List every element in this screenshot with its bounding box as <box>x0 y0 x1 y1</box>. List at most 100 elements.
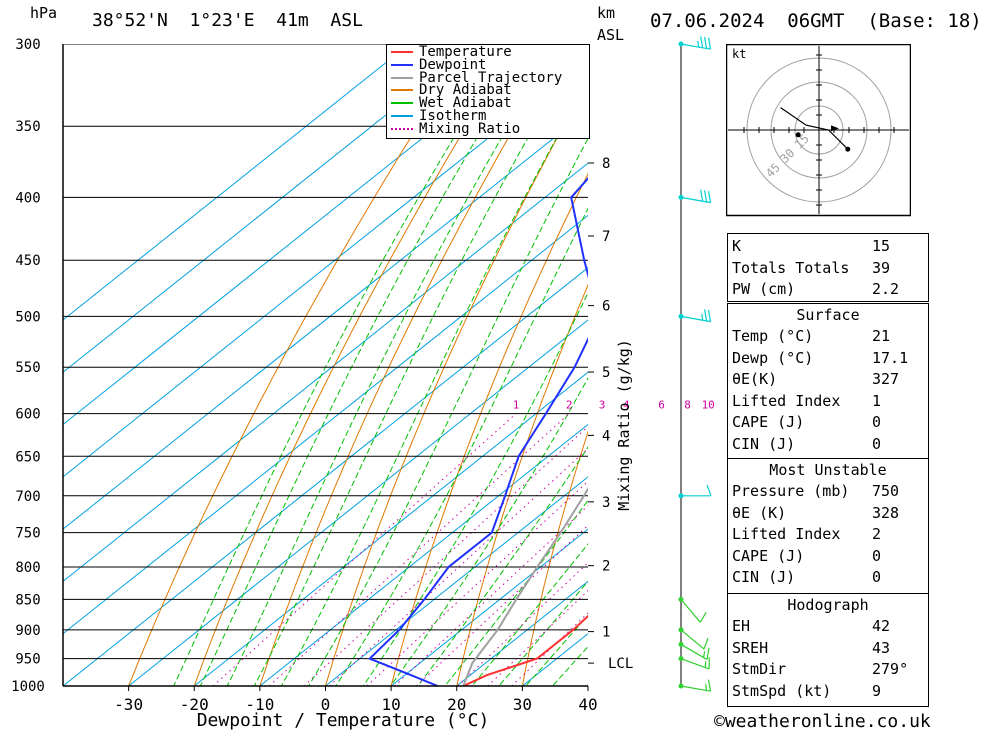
y-tick-label: 450 <box>15 253 40 269</box>
index-value: 2.2 <box>872 280 900 299</box>
isotherm-line <box>63 44 410 321</box>
index-value: 42 <box>872 617 891 635</box>
wet-adiabat-line <box>389 377 588 686</box>
index-row: SREH 43 <box>732 639 924 660</box>
y-tick-label: 850 <box>15 592 40 608</box>
dry-adiabat-line <box>651 26 720 712</box>
hodograph-end-marker <box>845 146 851 152</box>
pressure-unit-label: hPa <box>30 4 58 22</box>
series-parcel-trajectory <box>462 486 588 686</box>
isotherm-line <box>63 110 588 530</box>
mixing-ratio-label: 4 <box>623 399 630 412</box>
wet-adiabat-line <box>199 44 535 686</box>
wind-barb <box>680 679 712 692</box>
legend-label: Wet Adiabat <box>419 95 512 112</box>
index-row: θE(K) 327 <box>732 370 924 391</box>
index-value: 43 <box>872 638 891 657</box>
table-title: Surface <box>796 306 860 324</box>
index-value: 21 <box>872 327 891 345</box>
location-title: 38°52'N 1°23'E 41m ASL <box>92 10 363 31</box>
y-tick-label: 1000 <box>11 679 45 695</box>
x-tick-label: 0 <box>321 695 331 714</box>
km-tick-label: 3 <box>602 495 610 511</box>
wet-adiabat-line <box>253 44 583 686</box>
wind-barb <box>680 189 712 204</box>
dry-adiabat-line <box>128 44 471 686</box>
x-tick-label: 20 <box>447 695 466 714</box>
x-tick-label: -10 <box>245 695 274 714</box>
index-label: CAPE (J) <box>732 546 805 565</box>
mixing-ratio-axis-title: Mixing Ratio (g/kg) <box>615 339 633 511</box>
km-tick-label: LCL <box>608 656 633 672</box>
index-label: K <box>732 237 742 255</box>
wet-adiabat-line <box>173 44 513 686</box>
index-label: Dewp (°C) <box>732 348 814 367</box>
index-value: 0 <box>872 568 882 587</box>
km-tick-label: 8 <box>602 156 610 172</box>
index-label: SREH <box>732 638 769 657</box>
table-title: Most Unstable <box>769 461 887 479</box>
isotherm-line <box>63 162 588 583</box>
legend-swatch <box>391 89 413 92</box>
legend-entry: Dewpoint <box>391 58 486 72</box>
credit-footer: ©weatheronline.co.uk <box>714 711 931 732</box>
index-label: StmDir <box>732 660 787 679</box>
index-row: StmSpd (kt) 9 <box>732 682 924 703</box>
index-row: Lifted Index 2 <box>732 525 924 546</box>
y-tick-label: 350 <box>15 119 40 135</box>
legend: Temperature Dewpoint Parcel Trajectory Dry … <box>386 44 590 139</box>
index-value: 0 <box>872 413 882 432</box>
x-tick-label: 40 <box>578 695 597 714</box>
hodograph-unit-label: kt <box>732 47 746 61</box>
index-value: 0 <box>872 435 882 453</box>
km-tick-label: 1 <box>602 625 610 641</box>
isotherm-line <box>63 44 541 426</box>
index-row: θE (K) 328 <box>732 504 924 525</box>
km-tick-label: 5 <box>602 365 610 381</box>
wind-barb <box>680 598 707 623</box>
isotherm-line <box>128 319 588 686</box>
hodograph-trace <box>780 107 849 150</box>
y-tick-label: 800 <box>15 560 40 576</box>
index-value: 279° <box>872 660 909 679</box>
y-tick-label: 550 <box>15 360 40 376</box>
series-dewpoint <box>367 176 588 686</box>
index-label: EH <box>732 617 751 635</box>
index-row: StmDir 279° <box>732 660 924 681</box>
date-title: 07.06.2024 06GMT (Base: 18) <box>650 10 982 32</box>
hodograph-table: Hodograph EH 42 SREH 43 StmDir 279° StmSpd (kt)… <box>727 593 929 707</box>
index-row: K 15 <box>732 237 924 258</box>
index-label: Lifted Index <box>732 391 841 410</box>
most-unstable-table: Most Unstable Pressure (mb) 750 θE (K) 328 Li… <box>727 458 929 594</box>
y-tick-label: 650 <box>15 449 40 465</box>
table-title: Hodograph <box>787 596 869 614</box>
dry-adiabat-line <box>259 44 564 686</box>
index-value: 17.1 <box>872 348 909 367</box>
index-row: CIN (J) 0 <box>732 568 924 589</box>
isotherm-line <box>63 44 476 373</box>
x-tick-label: -20 <box>180 695 209 714</box>
index-value: 0 <box>872 546 882 565</box>
legend-entry: Isotherm <box>391 109 486 123</box>
index-label: Totals Totals <box>732 258 850 277</box>
index-label: CIN (J) <box>732 568 796 587</box>
y-tick-label: 950 <box>15 652 40 668</box>
wet-adiabat-line <box>498 580 588 686</box>
x-tick-label: 10 <box>381 695 400 714</box>
legend-swatch <box>391 63 413 66</box>
legend-swatch <box>391 127 413 130</box>
km-tick-label: 7 <box>602 229 610 245</box>
legend-entry: Dry Adiabat <box>391 83 512 97</box>
mixing-ratio-label: 1 <box>513 399 520 412</box>
dry-adiabat-line <box>456 283 588 686</box>
y-tick-label: 750 <box>15 526 40 542</box>
wind-barb <box>680 643 710 660</box>
mixing-ratio-label: 2 <box>566 399 573 412</box>
y-tick-label: 300 <box>15 37 40 53</box>
wet-adiabat-line <box>362 291 588 686</box>
asl-label: ASL <box>597 26 625 44</box>
index-value: 39 <box>872 258 891 277</box>
index-value: 9 <box>872 681 882 700</box>
mixing-ratio-line <box>329 447 588 686</box>
